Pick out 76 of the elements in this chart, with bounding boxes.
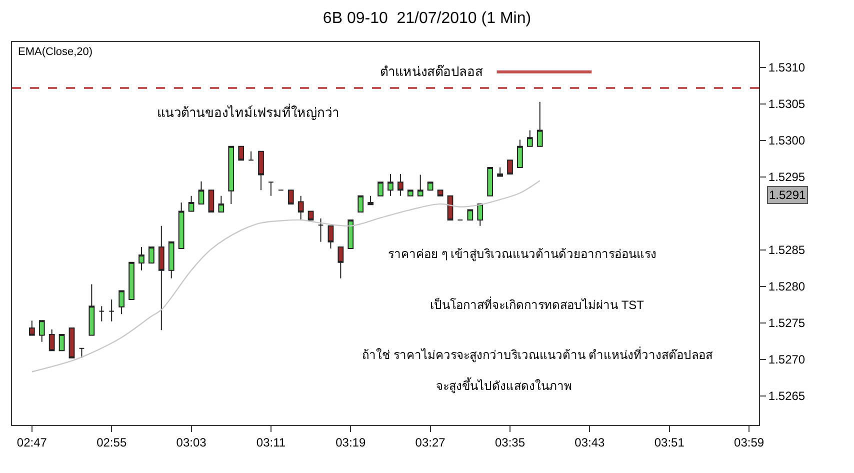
x-tick-label: 03:03	[176, 435, 207, 450]
candlestick	[328, 225, 334, 249]
candlestick	[198, 180, 204, 204]
candlestick	[398, 174, 404, 196]
candlestick	[338, 246, 344, 279]
candlestick	[417, 174, 424, 196]
candlestick	[138, 246, 144, 271]
candlestick	[348, 220, 354, 249]
candlestick	[158, 225, 164, 331]
candlestick	[118, 290, 124, 315]
candlestick	[38, 320, 45, 342]
candlestick	[318, 218, 324, 242]
candlestick	[248, 150, 254, 161]
y-tick-label: 1.5310	[768, 60, 806, 75]
candlestick	[178, 202, 184, 249]
y-tick-label: 1.5265	[768, 389, 806, 404]
candlestick	[128, 262, 134, 300]
candlestick	[497, 166, 503, 177]
annotation: จะสูงขึ้นไปดังแสดงในภาพ	[436, 377, 572, 394]
candlestick	[358, 195, 364, 212]
candlestick	[487, 166, 494, 196]
y-tick-label: 1.5295	[768, 170, 806, 184]
candlestick	[108, 299, 115, 322]
x-tick-label: 03:51	[654, 435, 685, 450]
ref-line-label: ตำแหน่งสต๊อปลอส	[380, 64, 483, 79]
candlestick	[378, 182, 384, 196]
x-tick-label: 02:55	[96, 435, 127, 450]
candlestick	[536, 101, 543, 147]
annotation: เป็นโอกาสที่จะเกิดการทดสอบไม่ผ่าน TST	[430, 296, 645, 312]
candlestick	[526, 130, 533, 147]
candlestick	[427, 182, 434, 191]
candlestick	[467, 209, 474, 220]
x-tick-label: 03:59	[734, 435, 764, 450]
candlestick	[268, 182, 274, 196]
candlestick	[517, 139, 523, 168]
candlestick	[78, 348, 85, 358]
candlestick	[148, 246, 154, 264]
candlestick	[298, 195, 304, 220]
x-tick-label: 03:11	[256, 435, 286, 450]
candlestick	[188, 195, 194, 212]
y-tick-label: 1.5300	[768, 134, 806, 148]
annotation: EMA(Close,20)	[18, 46, 93, 58]
candlestick	[477, 203, 484, 226]
candlestick	[68, 327, 75, 358]
annotation: ราคาค่อย ๆ เข้าสู่บริเวณแนวต้านด้วยอาการอ่อนแรง	[388, 247, 657, 262]
annotation: ถ้าใช่ ราคาไม่ควรจะสูงกว่าบริเวณแนวต้าน ตำแหน่งที่วางสต๊อปลอส	[362, 346, 714, 363]
candlestick	[238, 146, 244, 161]
candlestick	[48, 328, 55, 352]
candlestick	[258, 150, 264, 191]
candlestick	[88, 284, 95, 336]
y-tick-label: 1.5270	[768, 352, 806, 367]
text: 1.5291	[769, 188, 806, 202]
candlestick	[388, 174, 394, 196]
y-tick-label: 1.5285	[768, 243, 806, 258]
candlestick	[168, 241, 174, 279]
candlestick	[98, 306, 105, 322]
candlestick	[28, 320, 35, 336]
candlestick	[228, 146, 234, 204]
candlestick	[208, 190, 214, 212]
y-tick-label: 1.5275	[768, 316, 806, 330]
candlestick	[58, 334, 65, 352]
candlestick	[437, 190, 444, 196]
annotation: แนวต้านของไทม์เฟรมที่ใหญ่กว่า	[157, 104, 339, 120]
x-tick-label: 03:35	[494, 435, 526, 450]
candlestick	[368, 195, 374, 206]
candlestick	[218, 195, 224, 212]
chart-title: 6B 09-10 21/07/2010 (1 Min)	[322, 10, 532, 28]
x-tick-label: 03:19	[336, 435, 366, 450]
candlestick	[288, 190, 294, 204]
y-tick-label: 1.5280	[768, 280, 806, 294]
x-tick-label: 03:27	[415, 435, 446, 450]
x-tick-label: 02:47	[16, 435, 48, 450]
y-tick-label: 1.5305	[768, 97, 806, 112]
x-tick-label: 03:43	[574, 435, 606, 450]
candlestick	[507, 160, 513, 175]
candlestick	[407, 190, 414, 196]
